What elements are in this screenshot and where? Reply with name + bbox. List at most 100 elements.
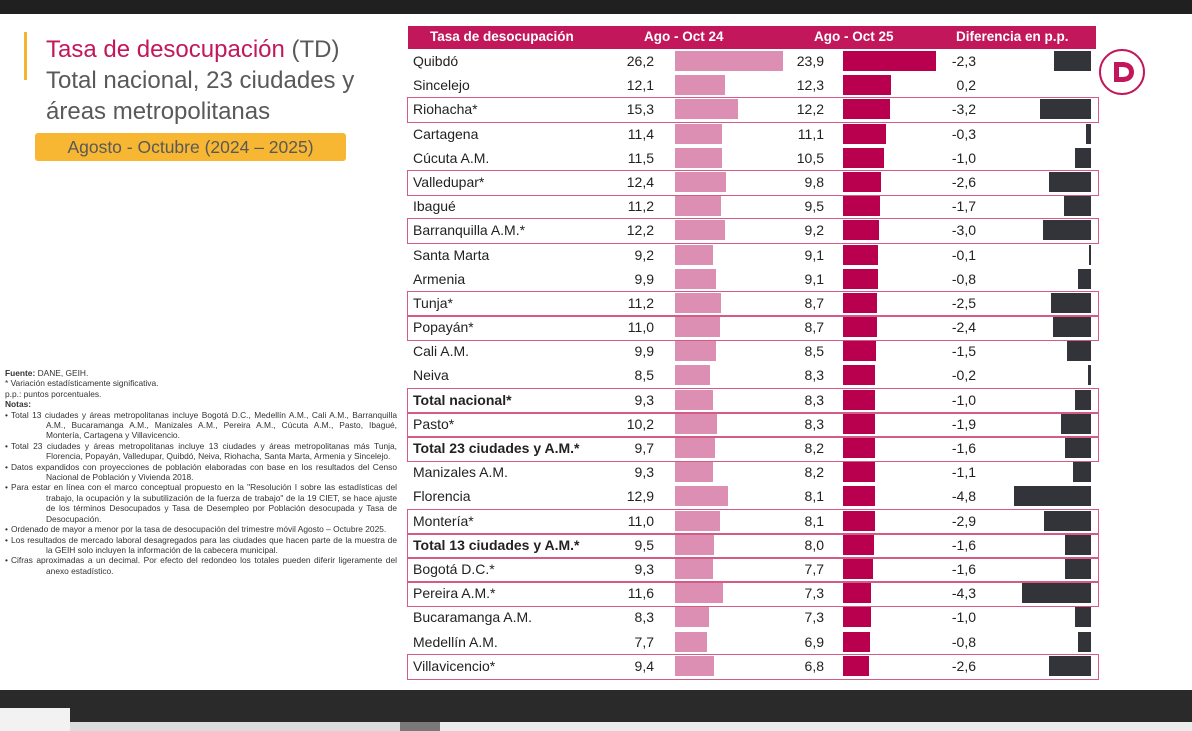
table-row: Santa Marta 9,2 9,1 -0,1 bbox=[408, 243, 1096, 267]
note-bullet: • bbox=[5, 482, 8, 493]
bar-diff bbox=[1049, 655, 1091, 676]
table-row: Total 13 ciudades y A.M.* 9,5 8,0 -1,6 bbox=[407, 532, 1099, 559]
value-2025: 8,3 bbox=[804, 391, 824, 408]
row-name: Armenia bbox=[413, 270, 466, 287]
value-2025: 8,7 bbox=[804, 294, 824, 311]
value-diff: -0,1 bbox=[951, 246, 976, 263]
value-2024: 12,4 bbox=[626, 173, 654, 190]
row-name: Barranquilla A.M.* bbox=[413, 222, 526, 239]
value-2025: 11,1 bbox=[797, 125, 824, 142]
row-name: Santa Marta bbox=[413, 246, 490, 263]
value-2025: 9,5 bbox=[804, 198, 824, 215]
value-2024: 9,3 bbox=[634, 391, 654, 408]
bar-2024 bbox=[675, 389, 714, 410]
bar-2025 bbox=[843, 438, 875, 458]
bar-diff bbox=[1065, 534, 1091, 555]
bar-2025 bbox=[843, 534, 875, 555]
bottom-bar bbox=[0, 690, 1192, 731]
value-diff: -2,9 bbox=[951, 512, 976, 529]
table-row: Quibdó 26,2 23,9 -2,3 bbox=[408, 49, 1096, 73]
value-2024: 11,4 bbox=[627, 125, 654, 142]
value-2024: 9,9 bbox=[634, 270, 654, 287]
bar-diff bbox=[1050, 292, 1091, 313]
table-row: Cartagena 11,4 11,1 -0,3 bbox=[408, 122, 1096, 146]
bar-2024 bbox=[675, 220, 726, 241]
bar-diff bbox=[1063, 196, 1091, 217]
value-diff: -4,3 bbox=[951, 585, 976, 602]
bar-2024 bbox=[675, 123, 722, 144]
row-name: Pereira A.M.* bbox=[413, 585, 496, 602]
page-title: Tasa de desocupación (TD) Total nacional… bbox=[46, 34, 396, 127]
value-diff: -0,3 bbox=[951, 125, 976, 142]
value-diff: -0,2 bbox=[951, 367, 976, 384]
value-2025: 6,8 bbox=[804, 657, 824, 674]
bar-2024 bbox=[675, 99, 739, 120]
value-2025: 8,2 bbox=[804, 464, 824, 481]
bar-2025 bbox=[843, 220, 879, 241]
bar-2025 bbox=[843, 75, 891, 96]
value-2025: 7,3 bbox=[804, 609, 824, 626]
table-row: Bogotá D.C.* 9,3 7,7 -1,6 bbox=[407, 556, 1099, 584]
table-row: Popayán* 11,0 8,7 -2,4 bbox=[407, 315, 1099, 342]
bar-diff bbox=[1087, 365, 1091, 386]
row-name: Cartagena bbox=[413, 125, 479, 142]
header-2025: Ago - Oct 25 bbox=[814, 29, 894, 44]
bar-2025 bbox=[843, 365, 876, 386]
value-diff: -1,0 bbox=[951, 609, 976, 626]
value-diff: 0,2 bbox=[956, 77, 976, 94]
table-row: Valledupar* 12,4 9,8 -2,6 bbox=[407, 169, 1099, 197]
table-row: Cali A.M. 9,9 8,5 -1,5 bbox=[408, 339, 1096, 363]
note-text: Para estar en línea con el marco concept… bbox=[11, 482, 397, 524]
row-name: Cali A.M. bbox=[413, 343, 470, 360]
note-item: • Para estar en línea con el marco concep… bbox=[5, 482, 397, 524]
value-diff: -3,0 bbox=[951, 222, 976, 239]
note-bullet: • bbox=[5, 461, 8, 472]
row-name: Villavicencio* bbox=[413, 657, 496, 674]
row-name: Tunja* bbox=[413, 294, 453, 311]
value-2025: 7,3 bbox=[804, 585, 824, 602]
bar-diff bbox=[1042, 220, 1091, 241]
bar-diff bbox=[1073, 462, 1091, 483]
value-diff: -1,0 bbox=[951, 391, 976, 408]
table-row: Tunja* 11,2 8,7 -2,5 bbox=[407, 290, 1099, 318]
bar-2025 bbox=[843, 462, 875, 483]
value-2024: 26,2 bbox=[626, 53, 654, 69]
bar-2024 bbox=[675, 558, 714, 579]
bar-diff bbox=[1054, 51, 1091, 71]
value-diff: -3,2 bbox=[951, 101, 976, 118]
bar-diff bbox=[1074, 147, 1091, 168]
value-2024: 12,2 bbox=[626, 222, 654, 239]
bar-2024 bbox=[675, 534, 715, 555]
table-row: Florencia 12,9 8,1 -4,8 bbox=[408, 484, 1096, 508]
row-name: Valledupar* bbox=[413, 173, 485, 190]
bar-2024 bbox=[675, 583, 723, 604]
value-diff: -1,0 bbox=[951, 149, 976, 166]
bar-2025 bbox=[843, 510, 875, 531]
value-2025: 7,7 bbox=[804, 560, 824, 577]
bar-2025 bbox=[843, 389, 876, 410]
bar-diff bbox=[1022, 583, 1091, 604]
value-2025: 8,3 bbox=[804, 415, 824, 432]
note-item: • Ordenado de mayor a menor por la tasa d… bbox=[5, 524, 397, 534]
bar-2025 bbox=[843, 655, 870, 676]
value-2025: 9,8 bbox=[804, 173, 824, 190]
value-2024: 11,6 bbox=[627, 585, 654, 602]
row-name: Total 13 ciudades y A.M.* bbox=[413, 536, 580, 553]
value-2025: 8,5 bbox=[804, 343, 824, 360]
table-row: Bucaramanga A.M. 8,3 7,3 -1,0 bbox=[408, 605, 1096, 629]
row-name: Florencia bbox=[413, 488, 471, 505]
value-2024: 8,3 bbox=[634, 609, 654, 626]
bar-diff bbox=[1088, 75, 1091, 95]
note-bullet: • bbox=[5, 409, 8, 420]
bar-2024 bbox=[675, 631, 707, 652]
value-diff: -0,8 bbox=[951, 270, 976, 287]
bar-2025 bbox=[843, 147, 884, 168]
title-line1-rest: (TD) bbox=[284, 36, 340, 63]
note-text: Los resultados de mercado laboral desagr… bbox=[11, 534, 397, 555]
table-row: Villavicencio* 9,4 6,8 -2,6 bbox=[407, 653, 1099, 680]
row-name: Montería* bbox=[413, 512, 474, 529]
value-2024: 12,9 bbox=[626, 488, 654, 505]
value-2025: 9,1 bbox=[804, 246, 824, 263]
table-row: Armenia 9,9 9,1 -0,8 bbox=[408, 267, 1096, 291]
bar-2024 bbox=[675, 196, 722, 217]
